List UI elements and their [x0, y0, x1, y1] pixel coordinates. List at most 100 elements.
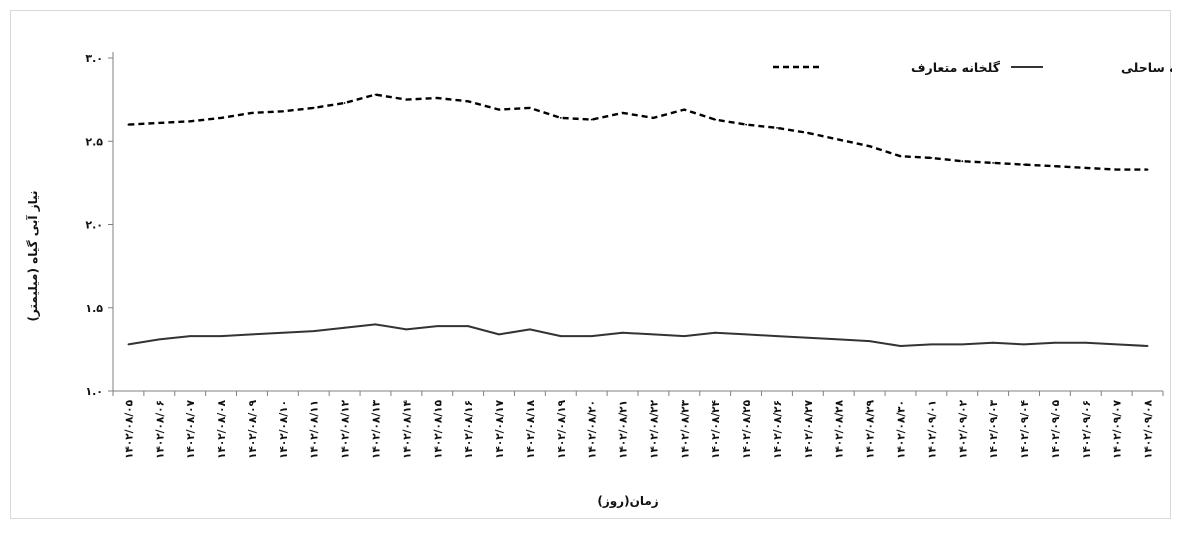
data-point-conventional: [498, 108, 500, 111]
x-tick-label: ۱۴۰۲/۰۸/۱۵: [432, 399, 444, 459]
data-point-coastal: [498, 333, 500, 336]
data-point-conventional: [683, 108, 686, 111]
data-point-coastal: [961, 343, 964, 346]
data-point-coastal: [189, 335, 192, 337]
data-point-coastal: [837, 338, 840, 341]
data-point-conventional: [930, 157, 933, 159]
data-point-conventional: [899, 155, 902, 158]
data-point-conventional: [1054, 165, 1056, 168]
x-axis-title: زمان(روز): [597, 494, 658, 509]
data-point-coastal: [1054, 341, 1056, 344]
axes: [112, 52, 1163, 392]
x-tick-label: ۱۴۰۲/۰۸/۱۶: [463, 400, 475, 459]
x-tick-label: ۱۴۰۲/۰۸/۲۲: [648, 399, 660, 459]
data-point-coastal: [1146, 345, 1149, 347]
y-tick-label: ۱.۵: [85, 302, 103, 315]
data-point-coastal: [590, 335, 593, 337]
x-tick-label: ۱۴۰۲/۰۸/۰۸: [216, 399, 228, 459]
data-point-coastal: [436, 325, 439, 327]
data-point-conventional: [559, 117, 562, 119]
data-point-coastal: [559, 335, 562, 337]
data-point-coastal: [312, 330, 315, 332]
data-point-conventional: [374, 93, 377, 96]
x-tick-label: ۱۴۰۲/۰۸/۲۴: [710, 399, 722, 459]
chart-figure: ۱.۰ ۱.۵ ۲.۰ ۲.۵ ۳.۰ ۱۴۰۲/۰۸/۰۵ ۱۴۰۲/۰۸/۰۶ ۱۴۰۲…: [10, 10, 1172, 519]
data-point-conventional: [251, 112, 253, 114]
data-point-coastal: [374, 323, 377, 326]
data-point-conventional: [343, 102, 346, 104]
data-point-coastal: [251, 333, 253, 336]
data-point-coastal: [282, 331, 284, 334]
data-point-conventional: [1115, 168, 1118, 171]
x-tick-label: ۱۴۰۲/۰۸/۲۰: [587, 400, 599, 459]
x-ticks: ۱۴۰۲/۰۸/۰۵ ۱۴۰۲/۰۸/۰۶ ۱۴۰۲/۰۸/۰۷ ۱۴۰۲/۰۸/۰۸…: [112, 391, 1164, 459]
x-tick-label: ۱۴۰۲/۰۸/۲۸: [834, 399, 846, 459]
data-point-conventional: [312, 107, 315, 109]
x-tick-label: ۱۴۰۲/۰۹/۰۳: [988, 399, 1000, 459]
data-point-conventional: [467, 100, 469, 103]
data-point-coastal: [899, 345, 902, 347]
data-point-coastal: [405, 328, 408, 331]
data-point-conventional: [776, 127, 778, 129]
data-point-conventional: [961, 160, 964, 163]
data-point-conventional: [868, 145, 871, 148]
data-point-conventional: [992, 162, 994, 164]
legend-label-conventional: گلخانه متعارف: [911, 60, 1001, 75]
data-point-coastal: [714, 331, 717, 334]
data-point-conventional: [837, 138, 840, 141]
x-tick-label: ۱۴۰۲/۰۹/۰۲: [957, 399, 969, 459]
y-tick-label: ۳.۰: [85, 52, 103, 65]
data-point-conventional: [807, 132, 809, 134]
x-tick-label: ۱۴۰۲/۰۸/۱۲: [340, 399, 352, 459]
x-tick-label: ۱۴۰۲/۰۸/۳۰: [896, 400, 908, 459]
data-point-coastal: [868, 340, 871, 342]
x-tick-label: ۱۴۰۲/۰۸/۱۹: [556, 399, 568, 459]
data-point-coastal: [127, 343, 130, 346]
data-point-coastal: [467, 325, 469, 327]
x-tick-label: ۱۴۰۲/۰۸/۰۹: [247, 399, 259, 459]
x-tick-label: ۱۴۰۲/۰۹/۰۷: [1112, 399, 1124, 459]
x-tick-label: ۱۴۰۲/۰۹/۰۴: [1019, 399, 1031, 459]
data-point-conventional: [127, 123, 130, 126]
data-point-coastal: [776, 335, 778, 337]
x-tick-label: ۱۴۰۲/۰۹/۰۸: [1143, 399, 1155, 459]
y-axis-title: نیاز آبی گیاه (میلیمتر): [25, 190, 40, 321]
x-tick-label: ۱۴۰۲/۰۸/۱۴: [401, 399, 413, 459]
x-tick-label: ۱۴۰۲/۰۹/۰۶: [1081, 400, 1093, 459]
data-point-coastal: [930, 343, 933, 346]
data-point-coastal: [807, 336, 809, 339]
data-point-conventional: [189, 120, 192, 123]
x-tick-label: ۱۴۰۲/۰۸/۱۷: [494, 399, 506, 459]
y-tick-label: ۲.۵: [85, 135, 103, 148]
data-point-conventional: [1084, 167, 1087, 169]
data-point-conventional: [529, 107, 531, 109]
data-point-conventional: [158, 122, 161, 124]
x-tick-label: ۱۴۰۲/۰۸/۱۱: [309, 400, 321, 459]
legend: گلخانه متعارف گلخانه ساحلی: [773, 60, 1172, 75]
data-point-coastal: [343, 326, 346, 329]
x-tick-label: ۱۴۰۲/۰۸/۲۹: [865, 399, 877, 459]
data-point-conventional: [621, 112, 624, 114]
x-tick-label: ۱۴۰۲/۰۸/۲۵: [741, 399, 753, 459]
x-tick-label: ۱۴۰۲/۰۹/۰۱: [926, 400, 938, 459]
data-point-coastal: [529, 328, 531, 331]
y-ticks: ۱.۰ ۱.۵ ۲.۰ ۲.۵ ۳.۰: [85, 52, 113, 398]
data-point-conventional: [590, 118, 593, 121]
x-tick-label: ۱۴۰۲/۰۹/۰۵: [1050, 399, 1062, 459]
x-tick-label: ۱۴۰۲/۰۸/۰۷: [185, 399, 197, 459]
x-tick-label: ۱۴۰۲/۰۸/۱۳: [371, 399, 383, 459]
data-point-coastal: [683, 335, 686, 337]
x-tick-label: ۱۴۰۲/۰۸/۲۱: [618, 400, 630, 459]
data-point-conventional: [282, 110, 284, 113]
data-point-coastal: [1115, 343, 1118, 346]
x-tick-label: ۱۴۰۲/۰۸/۲۳: [679, 399, 691, 459]
series-line-coastal: [128, 323, 1148, 347]
data-point-coastal: [992, 341, 994, 344]
legend-label-coastal: گلخانه ساحلی: [1121, 60, 1172, 75]
data-point-conventional: [220, 117, 223, 119]
data-point-conventional: [714, 118, 717, 121]
data-point-conventional: [1023, 163, 1025, 166]
data-point-coastal: [220, 335, 223, 337]
data-point-coastal: [652, 333, 655, 336]
x-tick-label: ۱۴۰۲/۰۸/۰۶: [154, 400, 166, 459]
